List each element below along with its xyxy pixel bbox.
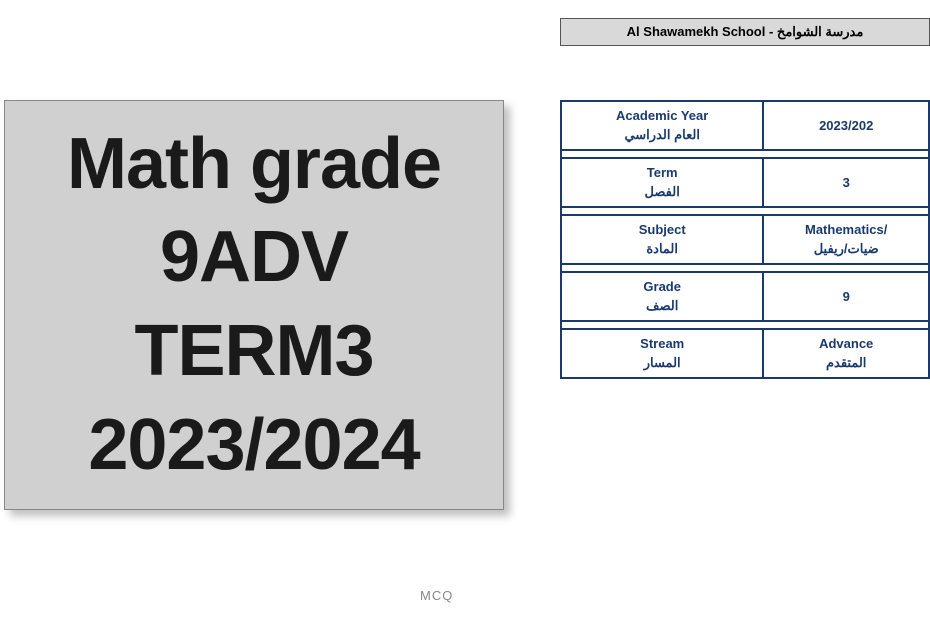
subject-value-ar: ضيات/ريفيل: [774, 241, 918, 257]
title-box: Math grade 9ADV TERM3 2023/2024: [4, 100, 504, 510]
row-academic-year: Academic Year العام الدراسي 2023/202: [561, 101, 929, 150]
title-line-1: Math grade: [67, 118, 441, 212]
stream-label-ar: المسار: [572, 355, 752, 371]
grade-label-ar: الصف: [572, 298, 752, 314]
subject-label-en: Subject: [572, 222, 752, 237]
term-label-en: Term: [572, 165, 752, 180]
school-header: Al Shawamekh School - مدرسة الشوامخ: [560, 18, 930, 46]
stream-value-ar: المتقدم: [774, 355, 918, 371]
row-grade: Grade الصف 9: [561, 272, 929, 321]
mcq-label: MCQ: [420, 588, 453, 603]
title-line-4: 2023/2024: [88, 399, 419, 493]
academic-year-value: 2023/202: [763, 101, 929, 150]
grade-label-en: Grade: [572, 279, 752, 294]
stream-value-en: Advance: [774, 336, 918, 351]
term-value: 3: [763, 158, 929, 207]
academic-year-label-en: Academic Year: [572, 108, 752, 123]
subject-value-en: Mathematics/: [774, 222, 918, 237]
term-label-ar: الفصل: [572, 184, 752, 200]
title-line-3: TERM3: [134, 305, 373, 399]
subject-label-ar: المادة: [572, 241, 752, 257]
academic-year-label-ar: العام الدراسي: [572, 127, 752, 143]
title-line-2: 9ADV: [160, 211, 348, 305]
row-stream: Stream المسار Advance المتقدم: [561, 329, 929, 378]
grade-value: 9: [763, 272, 929, 321]
row-subject: Subject المادة Mathematics/ ضيات/ريفيل: [561, 215, 929, 264]
stream-label-en: Stream: [572, 336, 752, 351]
row-term: Term الفصل 3: [561, 158, 929, 207]
info-table: Academic Year العام الدراسي 2023/202 Ter…: [560, 100, 930, 379]
